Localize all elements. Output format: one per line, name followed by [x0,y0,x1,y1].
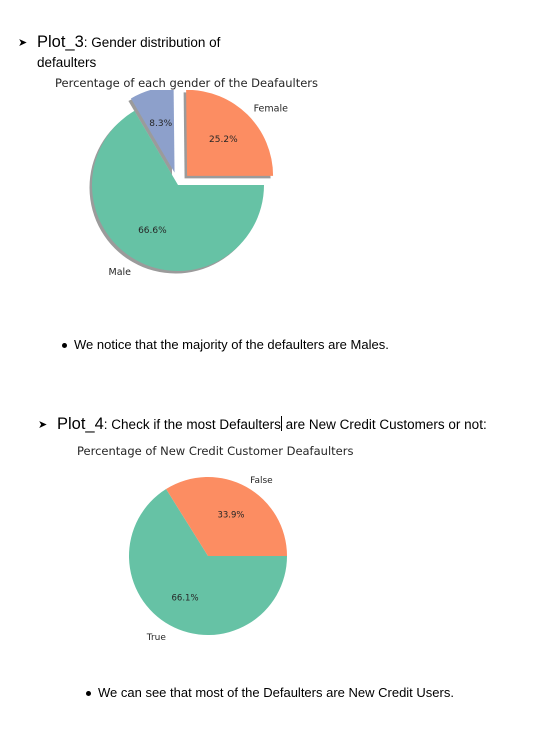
text-cursor [280,416,282,431]
pie-value-label: 33.9% [217,511,244,521]
bullet-text: We notice that the majority of the defau… [74,337,389,352]
pie-category-label-female: Female [254,104,289,115]
bullet-dot-icon [62,343,67,348]
section-1-title: Plot_3: Gender distribution of [37,33,220,52]
pie-slice-false [166,477,287,556]
section-2-title: Plot_4: Check if the most Defaulters are… [57,415,487,434]
pie-value-label: 66.1% [172,593,199,603]
bullet-text: We can see that most of the Defaulters a… [98,685,454,700]
bullet-dot-icon [86,691,91,696]
plot-title-text-a: : Check if the most Defaulters [103,417,281,432]
plot-label: Plot_3 [37,33,84,51]
chart-2-title: Percentage of New Credit Customer Deafau… [77,444,354,458]
section-1-title-line2: defaulters [37,55,97,70]
pie-category-label-false: False [250,476,273,486]
pie-slice-male [91,110,264,271]
chart-1-title: Percentage of each gender of the Deafaul… [55,76,319,90]
pie-slice-female [186,90,274,176]
plot-label: Plot_4 [57,415,104,433]
pie-value-label: 66.6% [138,226,167,236]
pie-slice-true [128,489,287,635]
plot-title-text: : Gender distribution of [83,35,221,50]
pie-category-label-male: Male [109,267,132,278]
arrow-bullet-icon: ➤ [18,37,28,49]
pie-category-label-true: True [146,633,167,643]
arrow-bullet-icon: ➤ [38,419,48,431]
pie-value-label: 25.2% [209,135,238,145]
chart-2-pie: 66.1% True 33.9% False [128,476,287,643]
plot-title-text-b: are New Credit Customers or not: [281,417,487,432]
pie-value-label: 8.3% [149,119,172,129]
pie-slice-undefined [130,90,175,173]
